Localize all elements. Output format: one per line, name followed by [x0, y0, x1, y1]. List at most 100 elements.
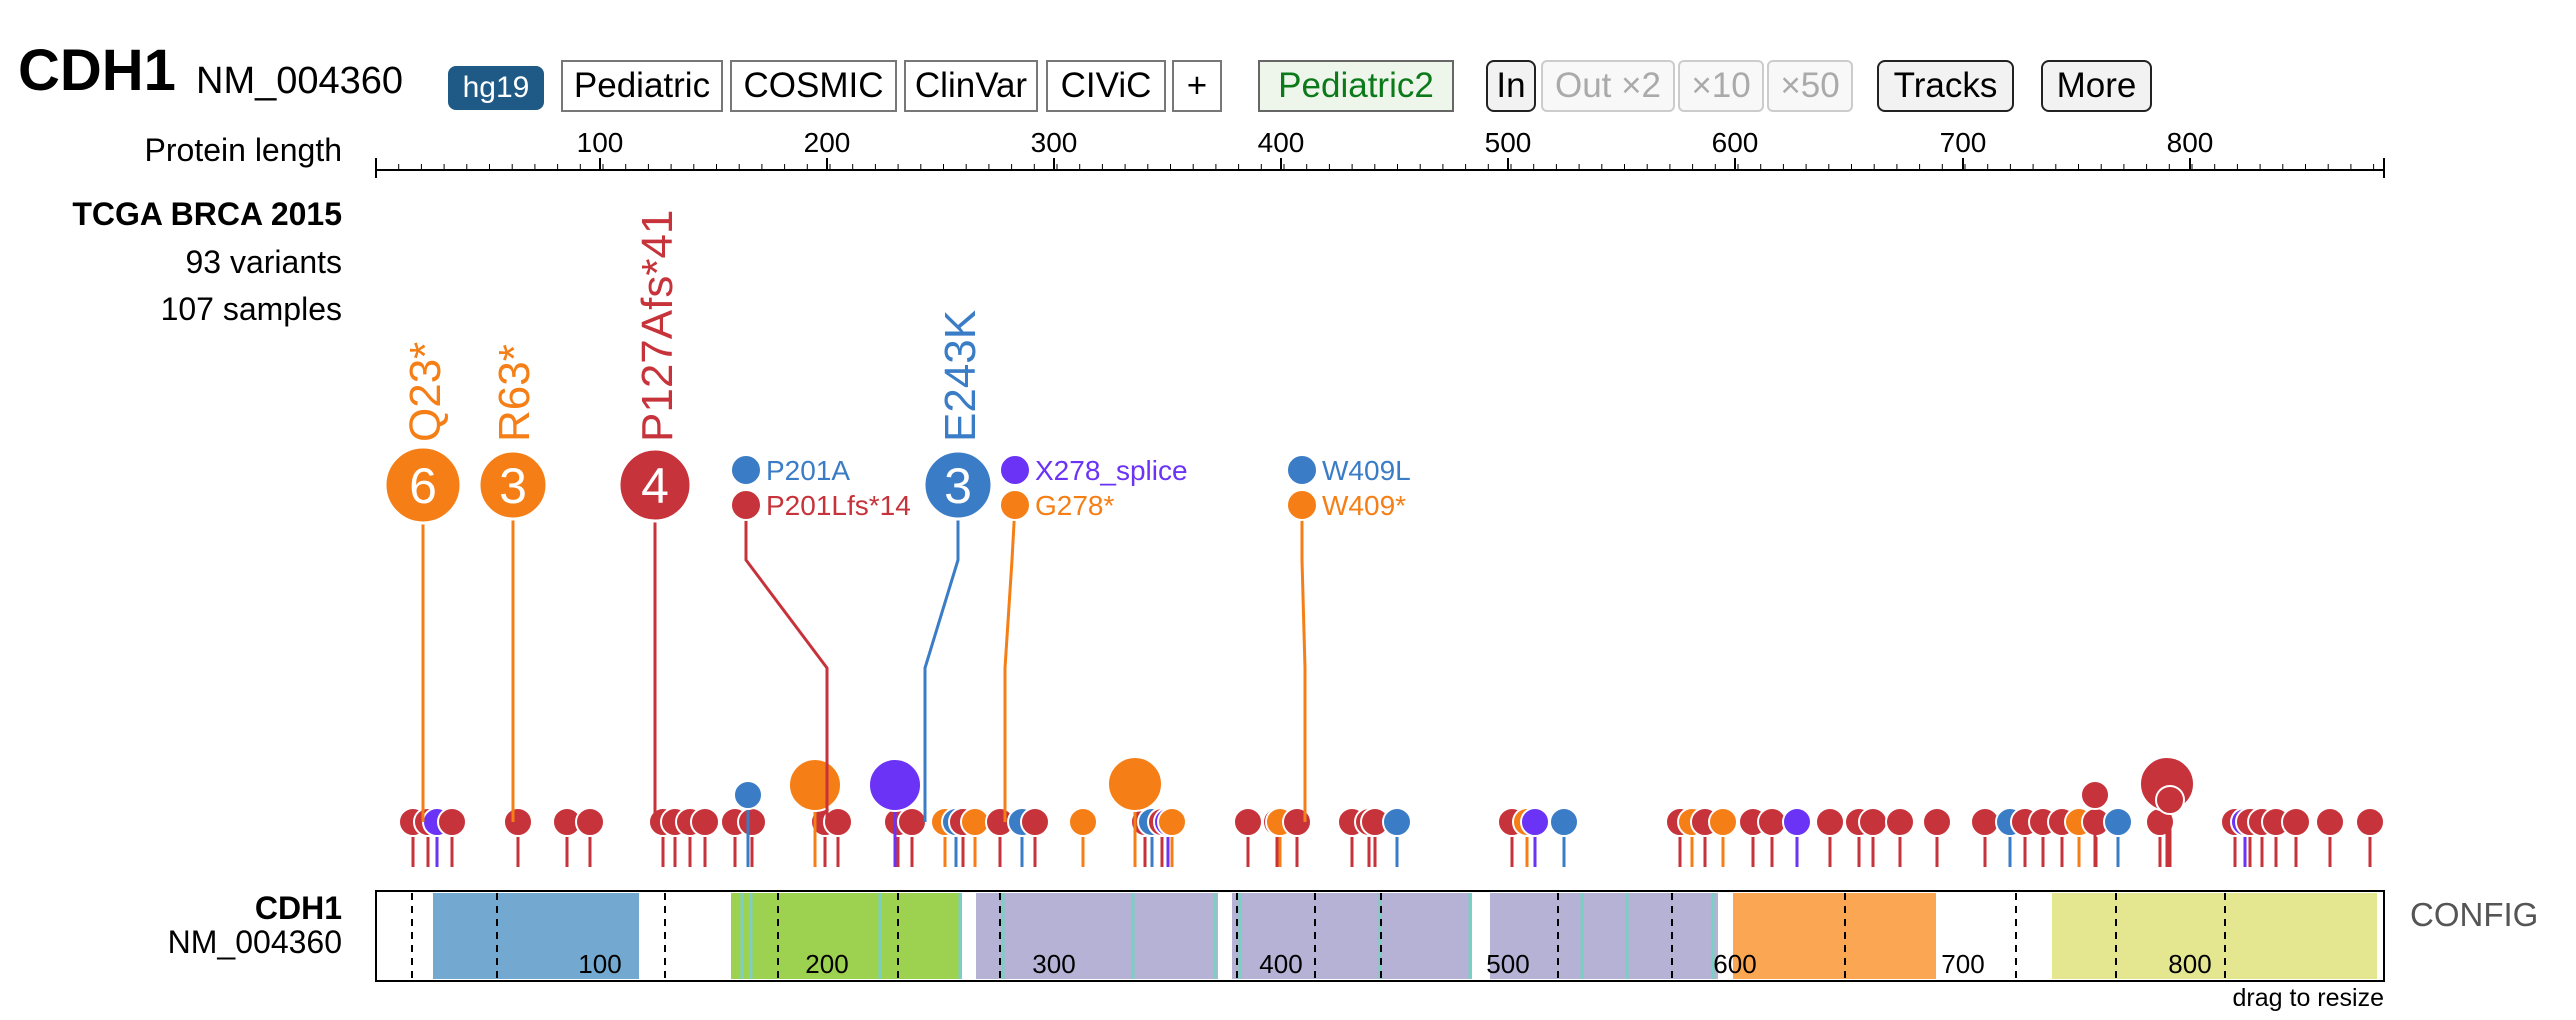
variant-dot — [1282, 807, 1312, 837]
ruler-tick-label: 400 — [1258, 127, 1305, 158]
active-source-button[interactable]: Pediatric2 — [1258, 60, 1454, 112]
variant-dot — [2315, 807, 2345, 837]
source-button-pediatric[interactable]: Pediatric — [561, 60, 723, 112]
source-button-clinvar[interactable]: ClinVar — [904, 60, 1038, 112]
variant-dot — [1708, 807, 1738, 837]
protein-track-transcript: NM_004360 — [167, 924, 342, 960]
variant-dot — [617, 447, 693, 523]
protein-tick-label: 600 — [1713, 949, 1756, 979]
variant-dot — [1970, 807, 2000, 837]
ruler-tick-label: 500 — [1485, 127, 1532, 158]
ruler-tick-label: 200 — [804, 127, 851, 158]
variant-dot — [2080, 780, 2110, 810]
protein-track-gene: CDH1 — [254, 890, 342, 926]
zoom-out-button[interactable]: Out ×2 — [1541, 60, 1675, 112]
variant-dot — [2155, 785, 2185, 815]
variant-dot — [1549, 807, 1579, 837]
protein-domain — [731, 893, 962, 979]
variant-count: 4 — [641, 458, 669, 514]
variant-dot — [1782, 807, 1812, 837]
zoom-50-button[interactable]: ×50 — [1767, 60, 1853, 112]
variant-label: R63* — [490, 344, 539, 442]
variant-dot — [1757, 807, 1787, 837]
variant-dot — [1286, 489, 1318, 521]
variant-dot — [503, 807, 533, 837]
variant-dot — [823, 807, 853, 837]
ruler-tick-label: 700 — [1940, 127, 1987, 158]
variant-dot — [2103, 807, 2133, 837]
protein-tick-label: 700 — [1941, 949, 1984, 979]
variant-dot — [1020, 807, 1050, 837]
variant-label: X278_splice — [1035, 455, 1188, 486]
variant-stick — [1300, 505, 1307, 822]
ruler-tick-label: 800 — [2167, 127, 2214, 158]
variant-stick — [1003, 504, 1017, 822]
variant-dot — [1858, 807, 1888, 837]
variant-dot — [1286, 454, 1318, 486]
variant-dot — [1107, 756, 1163, 812]
variant-dot — [2355, 807, 2385, 837]
variant-dot — [1815, 807, 1845, 837]
track-title: TCGA BRCA 2015 — [72, 196, 342, 232]
protein-tick-label: 500 — [1486, 949, 1529, 979]
protein-domain — [433, 893, 639, 979]
variant-dot — [788, 758, 842, 812]
variant-dot — [383, 445, 463, 525]
variant-dot — [437, 807, 467, 837]
variant-dot — [575, 807, 605, 837]
variant-dot — [960, 807, 990, 837]
zoom-10-button[interactable]: ×10 — [1678, 60, 1764, 112]
variant-dot — [477, 449, 549, 521]
variant-dot — [1382, 807, 1412, 837]
variant-dot — [1885, 807, 1915, 837]
protein-domain — [976, 893, 1218, 979]
source-button-civic[interactable]: CIViC — [1046, 60, 1166, 112]
variant-dot — [1922, 807, 1952, 837]
protein-tick-label: 200 — [805, 949, 848, 979]
variant-label: P201A — [766, 455, 850, 486]
protein-tick-label: 300 — [1032, 949, 1075, 979]
source-button-cosmic[interactable]: COSMIC — [730, 60, 897, 112]
variant-label: P201Lfs*14 — [766, 490, 911, 521]
protein-domain — [1232, 893, 1472, 979]
variant-dot — [897, 807, 927, 837]
variant-stick — [923, 485, 960, 822]
variant-dot — [999, 489, 1031, 521]
protein-domain — [1490, 893, 1718, 979]
config-button[interactable]: CONFIG — [2410, 896, 2539, 933]
tracks-button[interactable]: Tracks — [1877, 60, 2014, 112]
variant-dot — [1157, 807, 1187, 837]
add-source-button[interactable]: + — [1172, 60, 1222, 112]
variant-label: E243K — [936, 310, 985, 442]
variant-stick — [744, 505, 829, 822]
variant-dot — [1233, 807, 1263, 837]
genome-build-badge[interactable]: hg19 — [448, 66, 544, 110]
variant-dot — [730, 454, 762, 486]
zoom-in-button[interactable]: In — [1486, 60, 1536, 112]
variant-dot — [868, 758, 922, 812]
protein-tick-label: 400 — [1259, 949, 1302, 979]
variant-count: 3 — [944, 458, 972, 514]
protein-domain — [1733, 893, 1936, 979]
protein-tick-label: 100 — [578, 949, 621, 979]
ruler-tick-label: 100 — [577, 127, 624, 158]
variant-label: Q23* — [401, 342, 450, 442]
variant-dot — [1068, 807, 1098, 837]
variant-dot — [733, 780, 763, 810]
variant-dot — [1520, 807, 1550, 837]
transcript-id: NM_004360 — [196, 60, 404, 102]
ruler-tick-label: 600 — [1712, 127, 1759, 158]
protein-tick-label: 800 — [2168, 949, 2211, 979]
ruler: 100 200 300 400 500 600 700 800 — [375, 127, 2385, 178]
variant-label: W409L — [1322, 455, 1411, 486]
protein-domain-track[interactable]: 100 200 300 400 500 600 700 800 — [0, 885, 2576, 985]
protein-domain — [2052, 893, 2377, 979]
variant-count: 3 — [499, 458, 527, 514]
more-button[interactable]: More — [2041, 60, 2152, 112]
resize-hint[interactable]: drag to resize — [2232, 984, 2384, 1012]
variant-dot — [922, 449, 994, 521]
gene-title: CDH1 — [18, 38, 176, 103]
variant-dot — [690, 807, 720, 837]
variant-label: G278* — [1035, 490, 1114, 521]
variant-dot — [737, 807, 767, 837]
